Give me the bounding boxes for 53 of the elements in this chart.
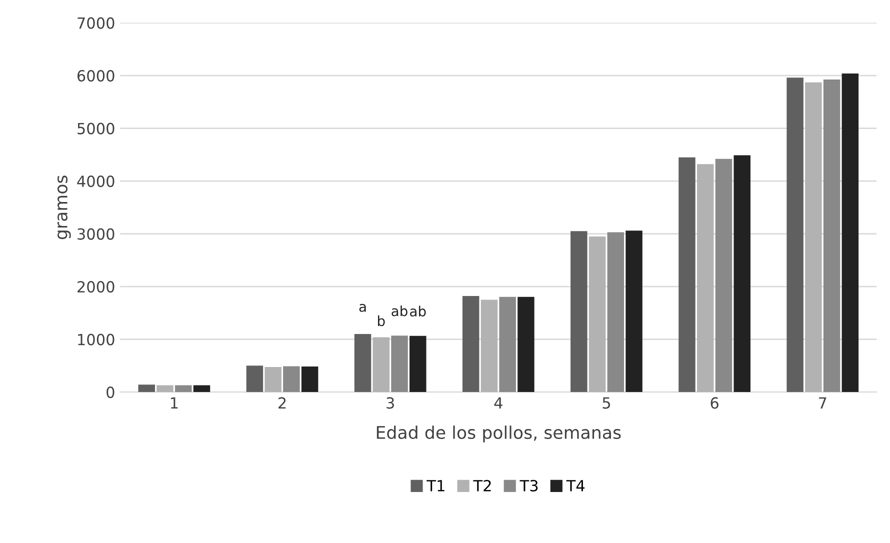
bar [805, 82, 822, 392]
bar [734, 155, 750, 392]
bar [823, 80, 840, 392]
y-tick-label: 0 [106, 386, 114, 398]
y-tick-label: 5000 [78, 122, 114, 134]
legend-label: T3 [520, 480, 538, 492]
bar [607, 232, 624, 392]
x-tick-label: 7 [819, 397, 826, 409]
x-tick-label: 6 [710, 397, 718, 409]
y-tick-label: 7000 [78, 17, 114, 29]
x-tick-label: 5 [602, 397, 610, 409]
bar [301, 366, 318, 392]
bar [264, 366, 282, 392]
y-tick-label: 2000 [78, 281, 114, 293]
annotation: a [359, 304, 366, 312]
x-axis-title: Edad de los pollos, semanas [376, 426, 621, 442]
annotation: ab [392, 305, 408, 316]
bar [246, 366, 264, 392]
y-tick-label: 4000 [77, 176, 114, 188]
y-tick-label: 6000 [77, 70, 114, 82]
bar [283, 366, 300, 392]
x-tick-label: 2 [278, 397, 286, 409]
bar [842, 73, 859, 392]
y-tick-label: 1000 [78, 334, 114, 346]
y-axis-title: gramos [58, 176, 71, 240]
legend-label: T2 [473, 480, 491, 492]
annotation: ab [410, 306, 426, 317]
bar [499, 296, 516, 392]
x-tick-label: 4 [494, 397, 502, 409]
bar [570, 231, 588, 392]
bar [193, 385, 210, 392]
legend-label: T4 [566, 480, 585, 492]
annotation: b [378, 315, 385, 326]
bar [626, 230, 642, 392]
bar [156, 385, 174, 392]
bar [354, 334, 372, 392]
bar [696, 164, 714, 392]
bar [480, 300, 498, 392]
bar [588, 236, 606, 392]
bar [678, 157, 696, 392]
bar [391, 336, 408, 392]
legend-label: T1 [426, 480, 444, 492]
x-tick-label: 3 [386, 397, 394, 409]
x-tick-label: 1 [171, 397, 178, 409]
bar [410, 336, 426, 392]
bar [786, 78, 804, 392]
bar [372, 337, 390, 392]
bar [174, 385, 192, 392]
bar [462, 296, 480, 392]
bar [138, 384, 156, 392]
bar [518, 296, 534, 392]
y-tick-label: 3000 [78, 228, 114, 240]
bar [715, 158, 732, 392]
